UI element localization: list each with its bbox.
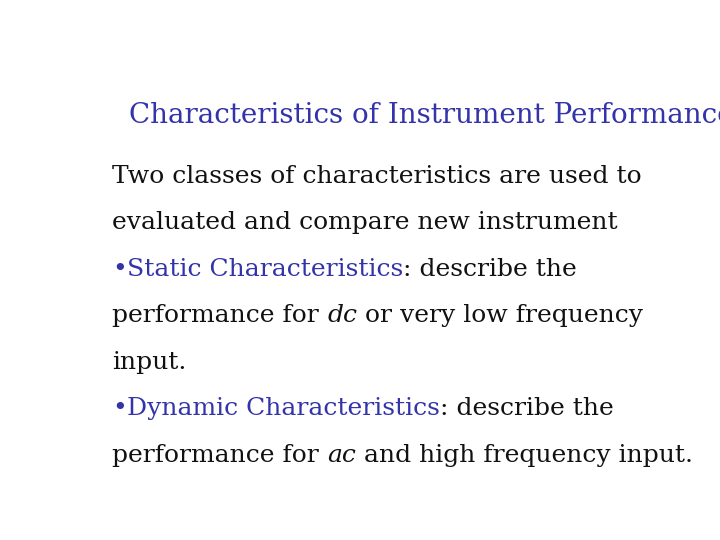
Text: or very low frequency: or very low frequency xyxy=(357,305,643,327)
Text: Two classes of characteristics are used to: Two classes of characteristics are used … xyxy=(112,165,642,187)
Text: : describe the: : describe the xyxy=(440,397,613,421)
Text: Static Characteristics: Static Characteristics xyxy=(127,258,403,281)
Text: •: • xyxy=(112,258,127,281)
Text: Dynamic Characteristics: Dynamic Characteristics xyxy=(127,397,440,421)
Text: performance for: performance for xyxy=(112,305,327,327)
Text: dc: dc xyxy=(327,305,357,327)
Text: •: • xyxy=(112,397,127,421)
Text: : describe the: : describe the xyxy=(403,258,577,281)
Text: evaluated and compare new instrument: evaluated and compare new instrument xyxy=(112,211,618,234)
Text: Characteristics of Instrument Performance: Characteristics of Instrument Performanc… xyxy=(129,102,720,129)
Text: ac: ac xyxy=(327,444,356,467)
Text: performance for: performance for xyxy=(112,444,327,467)
Text: input.: input. xyxy=(112,351,186,374)
Text: and high frequency input.: and high frequency input. xyxy=(356,444,693,467)
